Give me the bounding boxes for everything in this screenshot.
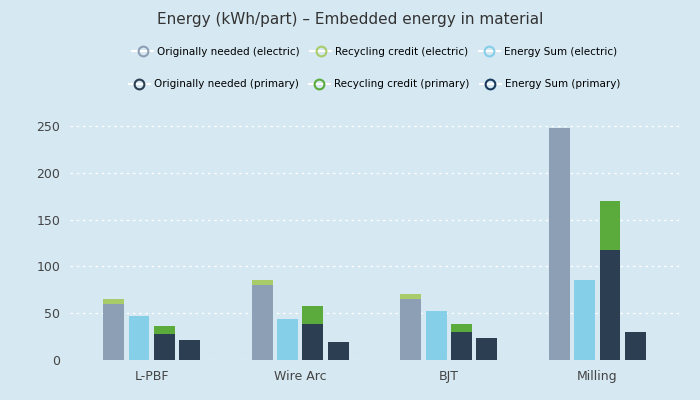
Text: Energy (kWh/part) – Embedded energy in material: Energy (kWh/part) – Embedded energy in m… bbox=[157, 12, 543, 27]
Bar bbox=[104, 304, 124, 360]
Bar bbox=[252, 280, 273, 285]
Bar bbox=[574, 280, 595, 360]
Bar bbox=[599, 250, 620, 360]
Bar bbox=[400, 294, 421, 299]
Bar bbox=[400, 299, 421, 360]
Bar bbox=[129, 316, 150, 360]
Bar bbox=[302, 306, 323, 324]
Bar bbox=[154, 326, 175, 334]
Bar bbox=[625, 332, 645, 360]
Bar bbox=[302, 324, 323, 360]
Legend: Originally needed (primary), Recycling credit (primary), Energy Sum (primary): Originally needed (primary), Recycling c… bbox=[125, 75, 624, 93]
Bar bbox=[154, 334, 175, 360]
Bar bbox=[252, 285, 273, 360]
Bar bbox=[328, 342, 349, 360]
Bar bbox=[426, 311, 447, 360]
Bar bbox=[599, 201, 620, 250]
Bar bbox=[277, 319, 298, 360]
Bar bbox=[549, 128, 570, 360]
Bar bbox=[104, 299, 124, 304]
Bar bbox=[179, 340, 200, 360]
Bar bbox=[476, 338, 497, 360]
Bar bbox=[451, 324, 472, 332]
Bar bbox=[451, 332, 472, 360]
